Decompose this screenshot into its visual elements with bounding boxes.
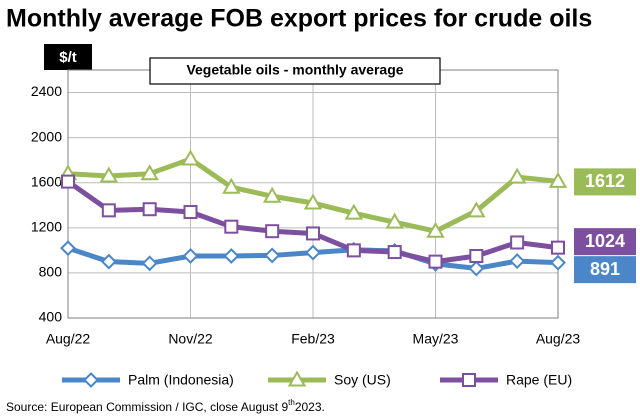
marker xyxy=(183,205,198,220)
marker xyxy=(385,212,404,229)
y-tick-label: 400 xyxy=(39,309,63,325)
marker xyxy=(101,203,116,218)
end-label: 1024 xyxy=(585,231,625,251)
marker xyxy=(142,202,157,217)
marker xyxy=(100,253,117,270)
marker xyxy=(60,240,76,257)
legend-label: Palm (Indonesia) xyxy=(128,372,234,388)
marker xyxy=(303,193,323,210)
x-tick-label: Aug/23 xyxy=(536,331,581,347)
marker xyxy=(550,254,566,271)
marker xyxy=(287,370,307,387)
end-label-box xyxy=(574,168,636,196)
marker xyxy=(262,186,282,203)
marker xyxy=(224,219,239,234)
series-1 xyxy=(58,149,568,238)
end-label-box xyxy=(574,256,636,284)
marker xyxy=(306,226,320,241)
chart-title: Monthly average FOB export prices for cr… xyxy=(6,5,592,33)
end-label-box xyxy=(574,228,636,256)
marker xyxy=(426,221,445,238)
marker xyxy=(462,373,476,387)
marker xyxy=(507,167,527,184)
marker xyxy=(548,171,568,188)
y-tick-label: 800 xyxy=(39,264,63,280)
legend-label: Soy (US) xyxy=(334,372,391,388)
y-tick-label: 2400 xyxy=(31,83,62,99)
legend-label: Rape (EU) xyxy=(506,372,572,388)
x-tick-label: Aug/22 xyxy=(46,331,91,347)
marker xyxy=(181,149,200,166)
marker xyxy=(83,372,99,388)
x-tick-label: Feb/23 xyxy=(291,331,335,347)
marker xyxy=(551,240,565,255)
marker xyxy=(469,249,484,263)
marker xyxy=(305,244,321,261)
source-text: Source: European Commission / IGC, close… xyxy=(6,400,288,414)
source: Source: European Commission / IGC, close… xyxy=(6,398,325,414)
source-sup: th xyxy=(288,398,295,407)
marker xyxy=(223,248,240,264)
end-label: 1612 xyxy=(585,171,625,191)
marker xyxy=(510,235,525,250)
marker xyxy=(140,164,159,181)
marker xyxy=(141,255,158,272)
marker xyxy=(99,166,119,183)
marker xyxy=(387,245,402,260)
source-tail: 2023. xyxy=(295,400,325,414)
subtitle: Vegetable oils - monthly average xyxy=(186,62,403,78)
end-label: 891 xyxy=(590,259,620,279)
subtitle-box xyxy=(149,57,441,85)
unit-box xyxy=(44,44,92,70)
marker xyxy=(182,248,199,264)
y-tick-label: 1600 xyxy=(31,173,62,189)
marker xyxy=(509,253,526,269)
x-tick-label: May/23 xyxy=(413,331,459,347)
marker xyxy=(467,201,486,218)
x-tick-label: Nov/22 xyxy=(168,331,213,347)
marker xyxy=(346,243,361,258)
y-axis-label: $/t xyxy=(59,49,77,66)
marker xyxy=(61,174,75,189)
y-tick-label: 2000 xyxy=(31,128,62,144)
series-2 xyxy=(61,174,565,269)
marker xyxy=(428,254,443,269)
y-tick-label: 1200 xyxy=(31,219,62,235)
marker xyxy=(264,247,281,264)
marker xyxy=(344,203,364,220)
marker xyxy=(222,177,241,194)
marker xyxy=(265,224,280,239)
marker xyxy=(468,260,485,277)
